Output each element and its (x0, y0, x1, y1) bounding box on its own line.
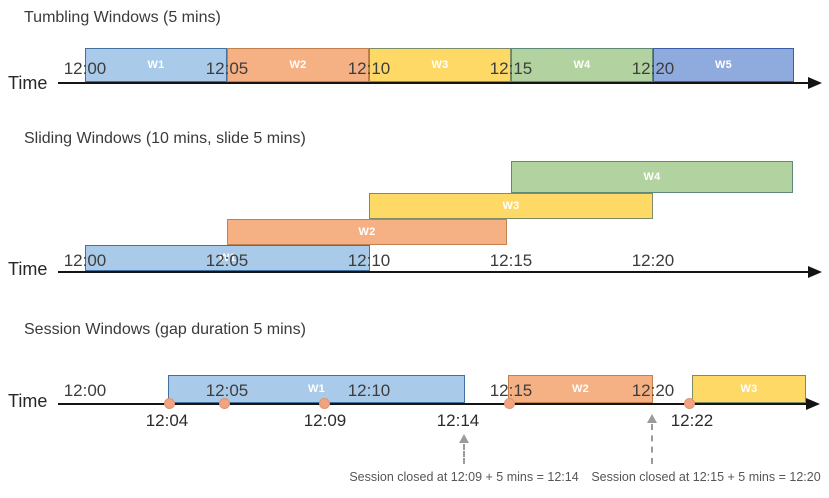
sliding-time-axis (58, 271, 810, 273)
sliding-window-w3: W3 (369, 193, 653, 219)
window-label: W4 (573, 59, 591, 71)
window-label: W3 (431, 59, 449, 71)
window-label: W3 (740, 383, 758, 395)
sliding-section-title: Sliding Windows (10 mins, slide 5 mins) (24, 130, 306, 147)
window-label: W2 (571, 383, 590, 395)
session-tick-1220: 12:20 (631, 381, 675, 400)
session-window-w3: W3 (692, 375, 806, 403)
window-label: W1 (307, 383, 326, 395)
sliding-tick-1210: 12:10 (347, 251, 391, 270)
tumbling-tick-1200: 12:00 (63, 59, 107, 78)
event-time-1204: 12:04 (145, 411, 189, 430)
session-tick-1200: 12:00 (63, 381, 107, 400)
sliding-window-w1: W1 (85, 245, 370, 271)
session-tick-1205: 12:05 (205, 381, 249, 400)
sliding-axis-arrowhead-icon (808, 266, 822, 278)
session-time-axis-label: Time (8, 391, 48, 411)
tumbling-tick-1220: 12:20 (631, 59, 675, 78)
tumbling-window-w1: W1 (85, 48, 227, 82)
tumbling-section-title: Tumbling Windows (5 mins) (24, 9, 221, 26)
window-label: W2 (289, 59, 307, 71)
tumbling-time-axis-label: Time (8, 73, 48, 93)
sliding-tick-1200: 12:00 (63, 251, 107, 270)
session-axis-arrowhead-icon (806, 398, 820, 410)
window-label: W5 (714, 59, 733, 71)
window-label: W3 (502, 200, 520, 212)
event-time-1222: 12:22 (670, 411, 714, 430)
tumbling-window-w2: W2 (227, 48, 369, 82)
session-close-annotation-1: Session closed at 12:09 + 5 mins = 12:14 (349, 470, 579, 484)
annotation-arrow-stem (463, 444, 465, 464)
event-dot-1222 (684, 398, 695, 409)
window-label: W1 (147, 59, 165, 71)
event-dot-1209 (319, 398, 330, 409)
tumbling-window-w5: W5 (653, 48, 794, 82)
annotation-arrow-up-icon (647, 414, 657, 423)
annotation-arrow-stem (651, 424, 653, 464)
session-tick-1215: 12:15 (489, 381, 533, 400)
event-time-1209: 12:09 (303, 411, 347, 430)
sliding-tick-1220: 12:20 (631, 251, 675, 270)
sliding-time-axis-label: Time (8, 259, 48, 279)
event-dot-1204 (164, 398, 175, 409)
tumbling-tick-1210: 12:10 (347, 59, 391, 78)
window-label: W4 (643, 171, 661, 183)
session-window-w1: W1 (168, 375, 465, 403)
annotation-arrow-up-icon (459, 434, 469, 443)
tumbling-axis-arrowhead-icon (808, 77, 822, 89)
tumbling-time-axis (58, 82, 810, 84)
tumbling-tick-1205: 12:05 (205, 59, 249, 78)
sliding-tick-1205: 12:05 (205, 251, 249, 270)
session-tick-1210: 12:10 (347, 381, 391, 400)
tumbling-tick-1215: 12:15 (489, 59, 533, 78)
sliding-window-w4: W4 (511, 161, 793, 193)
session-time-axis (58, 403, 808, 405)
window-label: W2 (358, 226, 376, 238)
close-time-1214: 12:14 (436, 411, 480, 430)
session-close-annotation-2: Session closed at 12:15 + 5 mins = 12:20 (591, 470, 821, 484)
sliding-window-w2: W2 (227, 219, 507, 245)
sliding-tick-1215: 12:15 (489, 251, 533, 270)
tumbling-window-w3: W3 (369, 48, 511, 82)
session-window-w2: W2 (508, 375, 653, 403)
window-label: W1 (218, 252, 237, 264)
event-dot-1215 (504, 398, 515, 409)
tumbling-window-w4: W4 (511, 48, 653, 82)
event-dot-1205 (219, 398, 230, 409)
session-section-title: Session Windows (gap duration 5 mins) (24, 321, 306, 338)
